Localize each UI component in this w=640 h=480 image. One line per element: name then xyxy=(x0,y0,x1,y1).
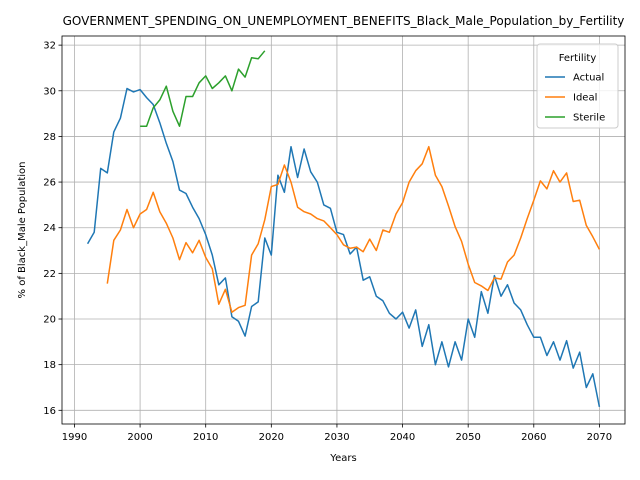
x-tick-label: 2070 xyxy=(587,432,612,443)
x-tick-label: 2000 xyxy=(127,432,152,443)
x-tick-label: 2010 xyxy=(193,432,218,443)
series-line-sterile xyxy=(140,50,266,127)
y-axis-label: % of Black_Male Population xyxy=(17,162,28,299)
y-tick-label: 16 xyxy=(43,406,56,417)
x-tick-label: 1990 xyxy=(62,432,87,443)
y-tick-label: 26 xyxy=(43,178,56,189)
series-line-actual xyxy=(86,87,601,408)
x-tick-label: 2030 xyxy=(324,432,349,443)
y-tick-label: 18 xyxy=(43,360,56,371)
y-tick-label: 32 xyxy=(43,41,56,52)
chart-title: GOVERNMENT_SPENDING_ON_UNEMPLOYMENT_BENE… xyxy=(63,14,625,28)
legend-label-actual: Actual xyxy=(573,73,604,84)
grid-lines xyxy=(62,36,625,424)
y-tick-label: 20 xyxy=(43,315,56,326)
x-tick-label: 2040 xyxy=(390,432,415,443)
legend-label-sterile: Sterile xyxy=(573,113,605,124)
plot-frame xyxy=(61,35,626,425)
y-tick-label: 24 xyxy=(43,223,56,234)
x-tick-label: 2050 xyxy=(455,432,480,443)
y-tick-label: 28 xyxy=(43,132,56,143)
series-line-ideal xyxy=(106,145,601,313)
x-tick-label: 2060 xyxy=(521,432,546,443)
legend: Fertility Actual Ideal Sterile xyxy=(536,43,619,129)
x-axis-label: Years xyxy=(329,453,356,464)
legend-title: Fertility xyxy=(559,53,597,64)
x-tick-label: 2020 xyxy=(259,432,284,443)
legend-box xyxy=(536,43,619,129)
legend-label-ideal: Ideal xyxy=(573,93,597,104)
y-tick-label: 30 xyxy=(43,86,56,97)
series-lines xyxy=(86,50,601,408)
axis-ticks: 1990 2000 2010 2020 2030 2040 2050 2060 20701618… xyxy=(43,41,612,443)
y-tick-label: 22 xyxy=(43,269,56,280)
